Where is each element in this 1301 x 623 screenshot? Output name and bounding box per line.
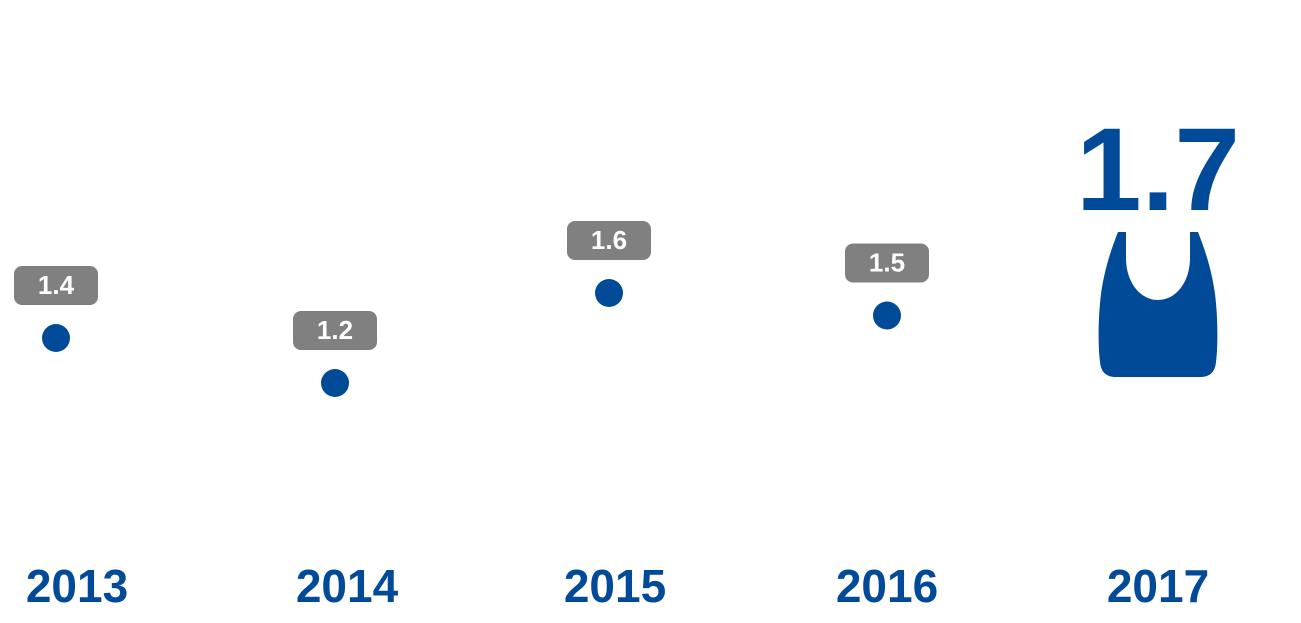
- value-label: 1.2: [317, 315, 353, 345]
- value-label: 1.4: [38, 270, 75, 300]
- value-label-badge: [845, 243, 929, 283]
- year-label: 2017: [1107, 560, 1209, 612]
- highlight-value-label: 1.7: [1076, 104, 1240, 236]
- value-label-badge: [567, 221, 651, 260]
- year-axis: 2013 2014 2015 2016 2017: [26, 560, 1209, 612]
- data-point: [321, 369, 349, 397]
- year-label: 2015: [564, 560, 666, 612]
- chart-marks: 1.4 1.2 1.6 1.5 1.7: [14, 104, 1240, 397]
- value-label-badge: [14, 266, 98, 305]
- shopping-bag-icon: [1098, 232, 1218, 377]
- value-label: 1.6: [591, 225, 627, 255]
- data-point: [595, 279, 623, 307]
- value-label-badge: [293, 311, 377, 350]
- data-point: [42, 324, 70, 352]
- year-label: 2014: [296, 560, 399, 612]
- data-point: [873, 301, 901, 330]
- year-label: 2013: [26, 560, 128, 612]
- value-label: 1.5: [869, 248, 905, 278]
- year-label: 2016: [836, 560, 938, 612]
